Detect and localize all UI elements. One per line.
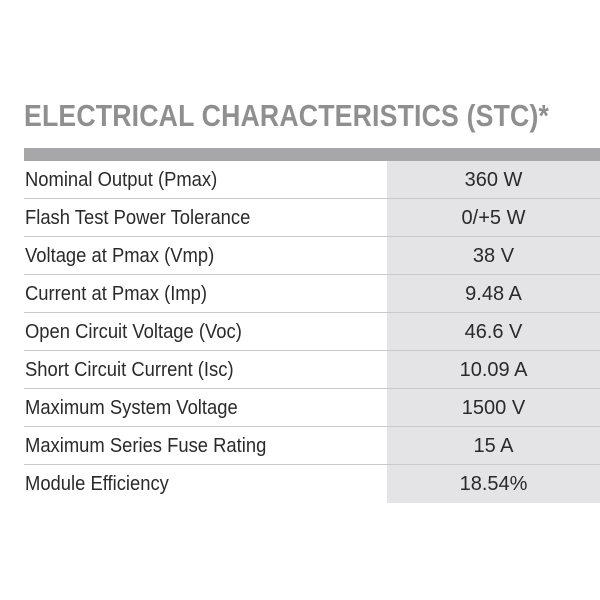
- row-label: Voltage at Pmax (Vmp): [24, 237, 386, 274]
- row-value: 9.48 A: [386, 275, 600, 312]
- row-label: Maximum System Voltage: [24, 389, 386, 426]
- table-row: Short Circuit Current (Isc) 10.09 A: [24, 351, 600, 389]
- row-label: Module Efficiency: [24, 465, 386, 503]
- table-row: Current at Pmax (Imp) 9.48 A: [24, 275, 600, 313]
- table-row: Flash Test Power Tolerance 0/+5 W: [24, 199, 600, 237]
- table-row: Open Circuit Voltage (Voc) 46.6 V: [24, 313, 600, 351]
- row-value: 38 V: [386, 237, 600, 274]
- row-value: 46.6 V: [386, 313, 600, 350]
- row-label: Short Circuit Current (Isc): [24, 351, 386, 388]
- section-title: ELECTRICAL CHARACTERISTICS (STC)*: [24, 98, 550, 133]
- header-bar: [24, 148, 600, 161]
- row-label: Current at Pmax (Imp): [24, 275, 386, 312]
- row-value: 18.54%: [386, 465, 600, 503]
- row-value: 10.09 A: [386, 351, 600, 388]
- row-value: 0/+5 W: [386, 199, 600, 236]
- table-row: Nominal Output (Pmax) 360 W: [24, 161, 600, 199]
- table-row: Voltage at Pmax (Vmp) 38 V: [24, 237, 600, 275]
- row-label: Flash Test Power Tolerance: [24, 199, 386, 236]
- row-value: 360 W: [386, 161, 600, 198]
- table-row: Maximum System Voltage 1500 V: [24, 389, 600, 427]
- table-row: Maximum Series Fuse Rating 15 A: [24, 427, 600, 465]
- row-label: Open Circuit Voltage (Voc): [24, 313, 386, 350]
- row-label: Nominal Output (Pmax): [24, 161, 386, 198]
- row-value: 15 A: [386, 427, 600, 464]
- row-value: 1500 V: [386, 389, 600, 426]
- electrical-characteristics-table: Nominal Output (Pmax) 360 W Flash Test P…: [24, 161, 600, 503]
- row-label: Maximum Series Fuse Rating: [24, 427, 386, 464]
- table-row: Module Efficiency 18.54%: [24, 465, 600, 503]
